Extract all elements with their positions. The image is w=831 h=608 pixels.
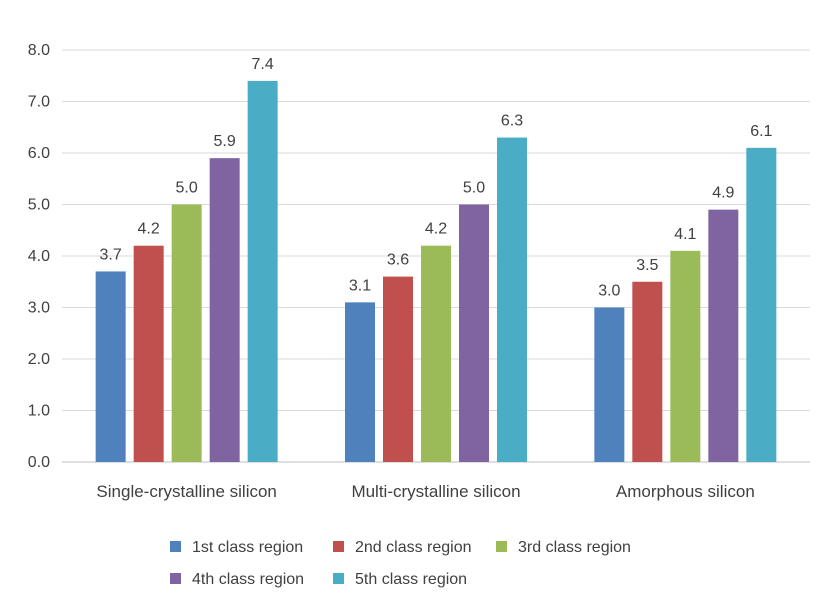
data-label: 4.1	[674, 226, 696, 243]
y-axis: 0.0 1.0 2.0 3.0 4.0 5.0 6.0 7.0 8.0	[28, 42, 50, 471]
bar	[345, 302, 375, 462]
bar	[383, 276, 413, 462]
legend-label: 1st class region	[192, 539, 303, 556]
data-label: 3.7	[100, 246, 122, 263]
data-label: 5.9	[214, 133, 236, 150]
legend-label: 4th class region	[192, 571, 304, 588]
data-label: 4.9	[712, 185, 734, 202]
y-tick-label: 1.0	[28, 403, 50, 420]
y-tick-label: 6.0	[28, 145, 50, 162]
bar	[708, 209, 739, 462]
data-label: 3.1	[349, 277, 371, 294]
bar	[670, 250, 701, 462]
legend-label: 2nd class region	[355, 539, 472, 556]
x-tick-label: Amorphous silicon	[616, 482, 755, 501]
bar	[421, 245, 451, 462]
bar	[171, 204, 202, 462]
x-tick-label: Multi-crystalline silicon	[351, 482, 520, 501]
data-label: 3.0	[598, 283, 620, 300]
bars	[95, 80, 777, 463]
bar	[209, 158, 240, 462]
bar	[746, 147, 777, 462]
bar	[133, 245, 164, 462]
x-axis: Single-crystalline silicon Multi-crystall…	[96, 482, 754, 501]
y-tick-label: 4.0	[28, 248, 50, 265]
legend-label: 3rd class region	[518, 539, 631, 556]
bar	[95, 271, 126, 462]
y-tick-label: 0.0	[28, 454, 50, 471]
data-label: 4.2	[425, 221, 447, 238]
y-tick-label: 3.0	[28, 300, 50, 317]
legend-swatch	[333, 541, 344, 552]
data-label: 6.3	[501, 113, 523, 130]
data-label: 5.0	[176, 180, 198, 197]
legend-swatch	[170, 541, 181, 552]
data-label: 4.2	[138, 221, 160, 238]
y-tick-label: 5.0	[28, 197, 50, 214]
legend-label: 5th class region	[355, 571, 467, 588]
legend: 1st class region 2nd class region 3rd clas…	[170, 539, 631, 588]
bar	[594, 307, 625, 462]
data-labels: 3.7 4.2 5.0 5.9 7.4 3.1 3.6 4.2 5.0 6.3 3.0 3.5 4.1 4…	[100, 56, 773, 300]
legend-swatch	[496, 541, 507, 552]
bar	[497, 137, 527, 463]
data-label: 7.4	[252, 56, 274, 73]
y-tick-label: 2.0	[28, 351, 50, 368]
bar	[459, 204, 489, 462]
data-label: 5.0	[463, 180, 485, 197]
data-label: 3.5	[636, 257, 658, 274]
bar	[247, 80, 278, 463]
legend-swatch	[170, 573, 181, 584]
y-tick-label: 8.0	[28, 42, 50, 59]
bar	[632, 281, 663, 462]
data-label: 6.1	[750, 123, 772, 140]
x-tick-label: Single-crystalline silicon	[96, 482, 276, 501]
data-label: 3.6	[387, 252, 409, 269]
y-tick-label: 7.0	[28, 94, 50, 111]
legend-swatch	[333, 573, 344, 584]
